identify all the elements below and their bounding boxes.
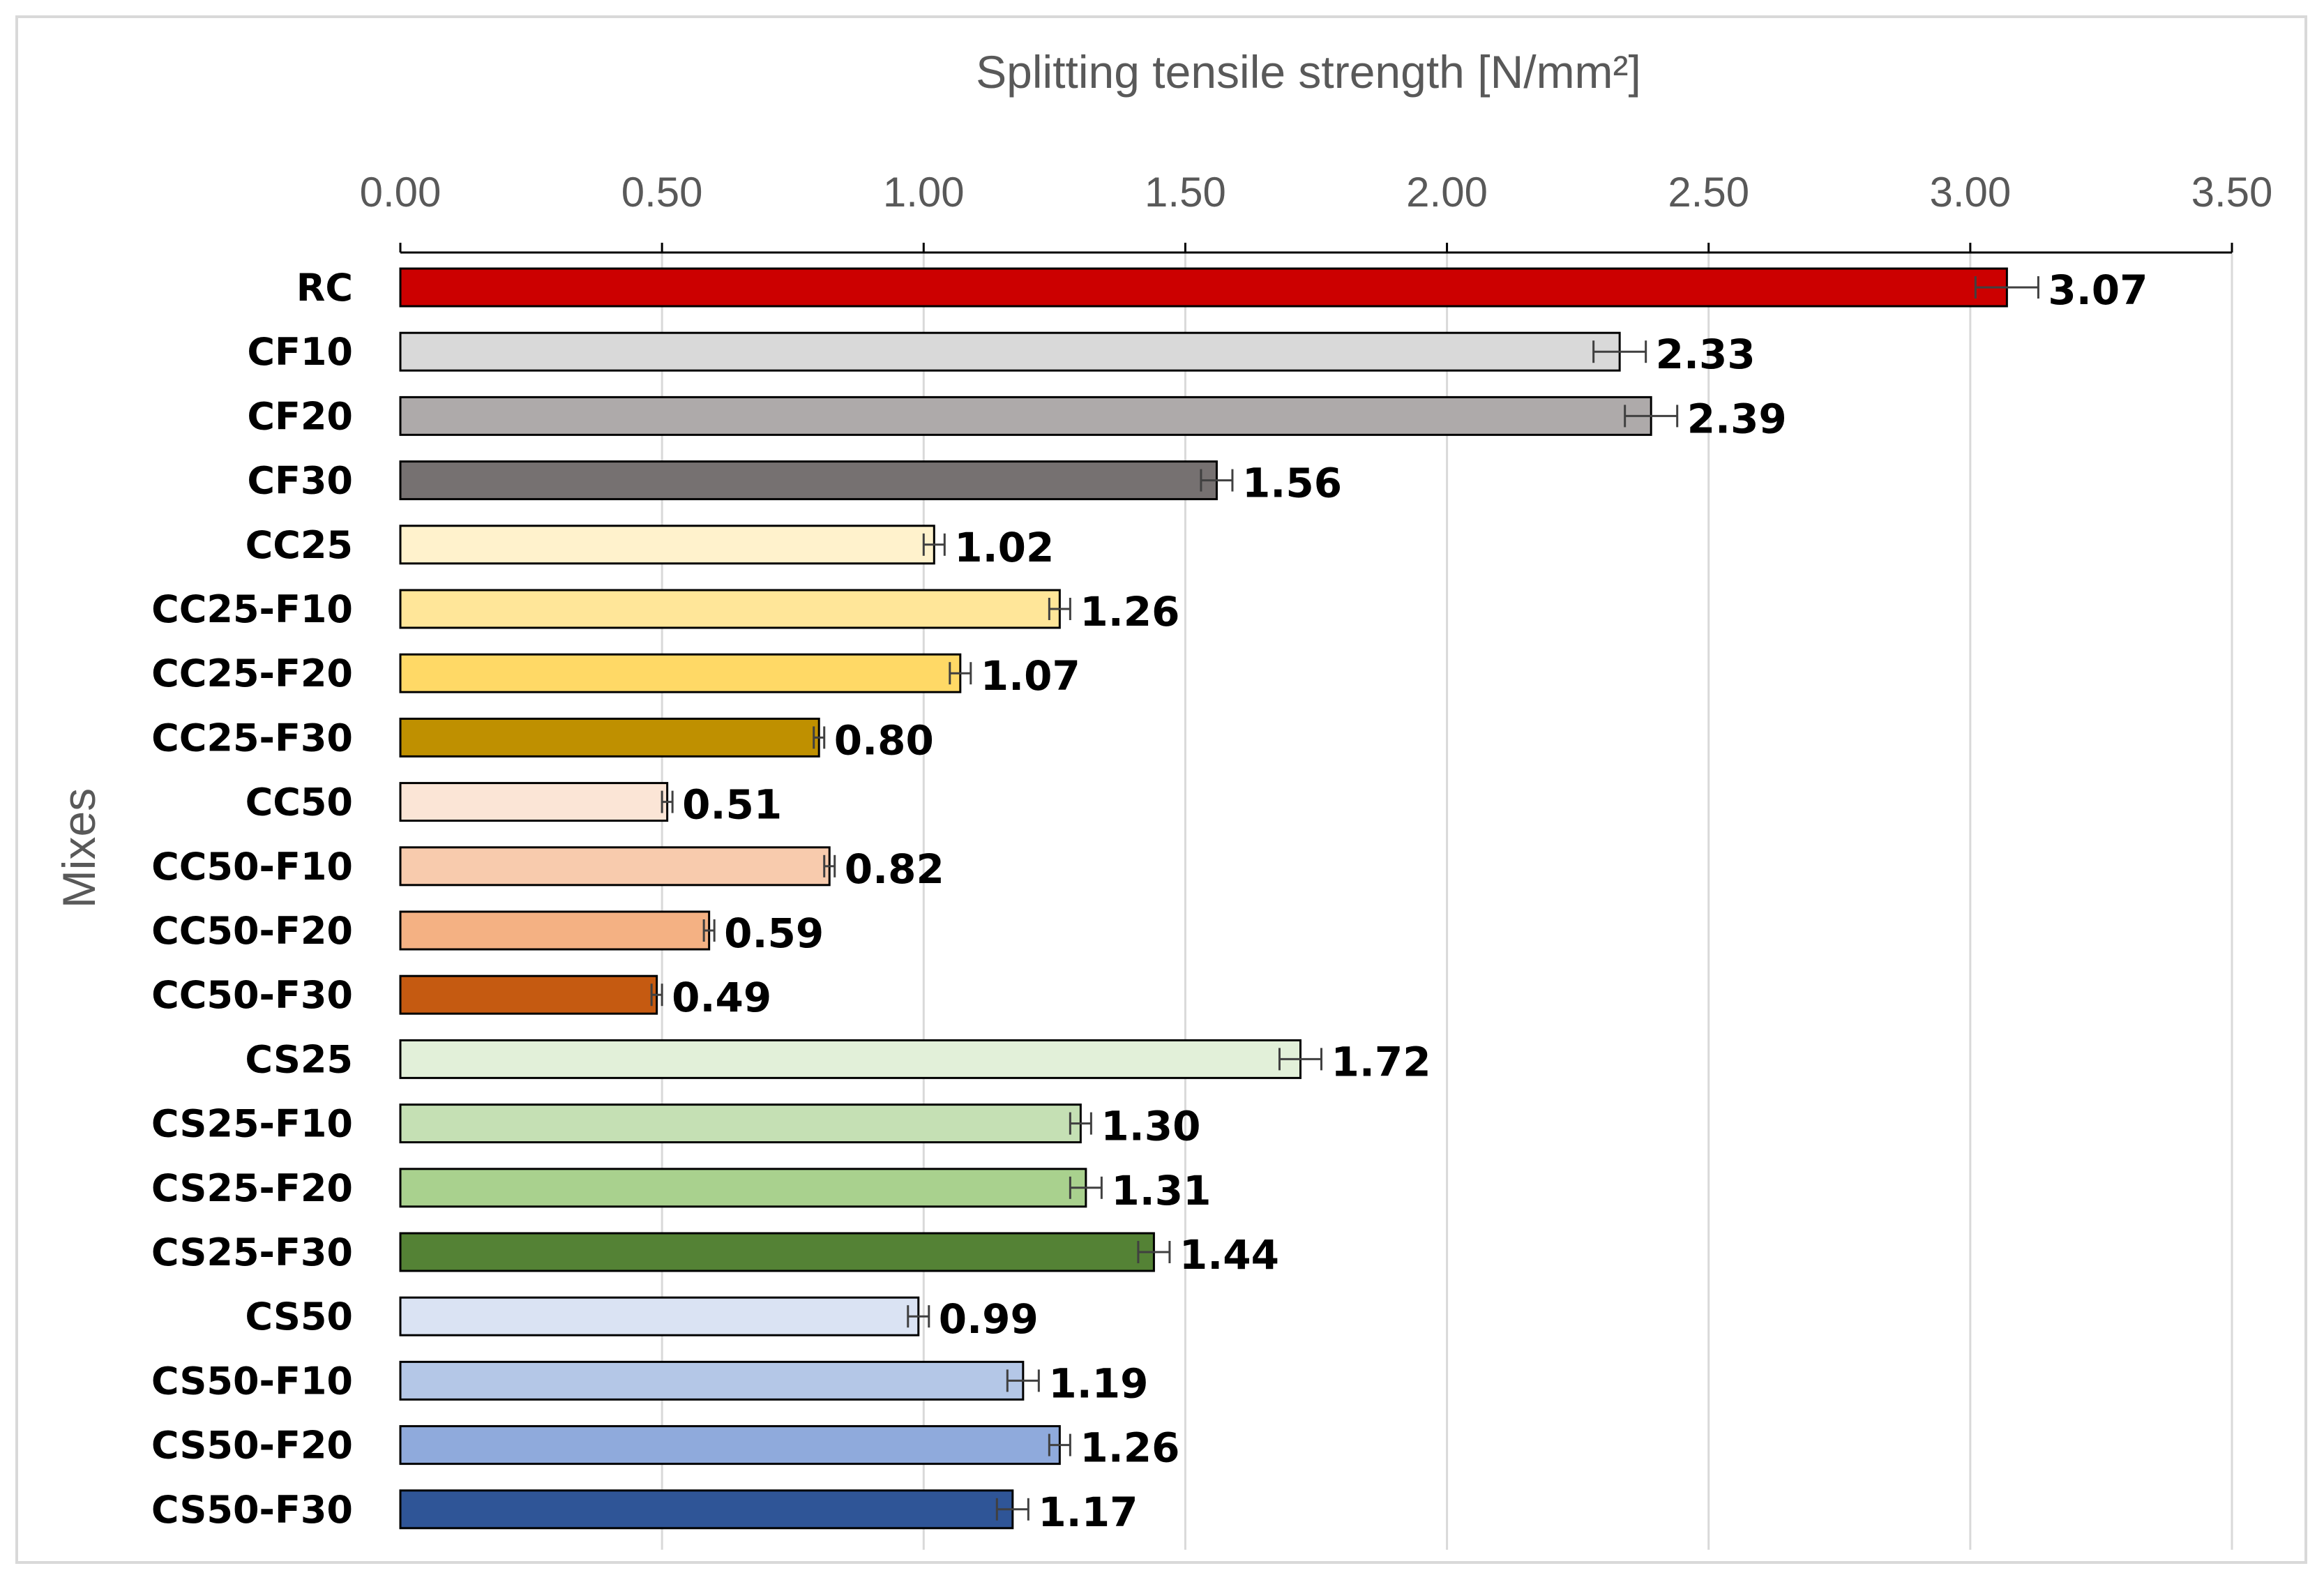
error-bar (1624, 405, 1679, 428)
value-label: 0.80 (834, 716, 934, 764)
error-bars (650, 276, 2039, 1521)
value-label: 1.26 (1080, 588, 1179, 635)
error-bar (1048, 598, 1071, 620)
value-label: 1.31 (1111, 1167, 1211, 1214)
x-tick-label: 1.50 (1145, 169, 1226, 216)
value-label: 0.49 (672, 974, 771, 1021)
value-label: 1.26 (1080, 1424, 1179, 1472)
x-tick-label: 2.00 (1406, 169, 1488, 216)
category-label: CC25-F30 (151, 716, 353, 760)
category-label: CF30 (247, 459, 353, 503)
error-bar (1048, 1433, 1071, 1456)
value-label: 1.44 (1179, 1231, 1279, 1279)
x-axis-ticks: 0.00 0.50 1.00 1.50 2.00 2.50 3.00 3.50 (360, 169, 2273, 253)
value-label: 1.72 (1331, 1038, 1431, 1085)
bar (399, 460, 1218, 501)
x-tick-label: 2.50 (1668, 169, 1749, 216)
bar (399, 1232, 1155, 1272)
error-bar (813, 726, 826, 749)
y-axis-title: Mixes (53, 788, 105, 908)
bar (399, 1296, 920, 1336)
value-label: 1.56 (1242, 460, 1342, 507)
value-label: 1.17 (1038, 1489, 1138, 1536)
value-label: 1.02 (954, 524, 1054, 571)
category-label: CS25 (245, 1037, 353, 1081)
error-bar (907, 1305, 930, 1328)
bar (399, 1425, 1061, 1466)
category-label: CF10 (247, 330, 353, 374)
category-label: CC50-F30 (151, 973, 353, 1017)
error-bar (1006, 1369, 1040, 1392)
category-label: CC50-F10 (151, 845, 353, 889)
error-bar (1137, 1241, 1171, 1263)
error-bar (1592, 340, 1647, 363)
category-label: CF20 (247, 394, 353, 438)
category-label: CS50-F10 (151, 1359, 353, 1403)
error-bar (949, 662, 972, 685)
x-tick-label: 3.00 (1929, 169, 2011, 216)
error-bar (995, 1498, 1029, 1521)
bar-chart: Splitting tensile strength [N/mm²] Mixes… (53, 46, 2273, 1550)
error-bar (922, 533, 946, 556)
value-label: 1.07 (981, 652, 1080, 700)
bar (399, 331, 1621, 372)
category-label: CS25-F10 (151, 1102, 353, 1146)
error-bar (650, 984, 663, 1007)
category-label: CS25-F30 (151, 1230, 353, 1274)
bar (399, 910, 711, 951)
bar (399, 589, 1061, 629)
value-labels: 3.072.332.391.561.021.261.070.800.510.82… (672, 266, 2148, 1536)
value-label: 0.51 (682, 781, 782, 829)
x-axis-title: Splitting tensile strength [N/mm²] (976, 46, 1641, 98)
category-label: CS50 (245, 1295, 353, 1339)
error-bar (702, 919, 716, 942)
value-label: 0.99 (939, 1295, 1039, 1343)
category-label: CS50-F20 (151, 1424, 353, 1468)
error-bar (1069, 1176, 1103, 1199)
value-label: 1.19 (1048, 1359, 1148, 1407)
value-label: 2.39 (1687, 395, 1787, 442)
bar (399, 974, 658, 1015)
error-bar (1069, 1112, 1092, 1135)
bar (399, 846, 831, 887)
bar (399, 1103, 1082, 1144)
x-tick-label: 0.50 (621, 169, 703, 216)
bars (399, 267, 2008, 1530)
error-bar (1974, 276, 2039, 299)
error-bar (1200, 469, 1234, 492)
category-label: CC50-F20 (151, 909, 353, 953)
bar (399, 1168, 1087, 1208)
bar (399, 653, 962, 693)
category-label: CC50 (246, 781, 353, 824)
error-bar (823, 854, 836, 877)
bar (399, 396, 1652, 436)
bar (399, 1489, 1014, 1530)
chart-frame: Splitting tensile strength [N/mm²] Mixes… (15, 15, 2307, 1564)
category-label: RC (296, 266, 353, 310)
bar (399, 717, 820, 758)
category-label: CC25 (246, 523, 353, 567)
value-label: 0.82 (845, 845, 944, 893)
bar (399, 525, 935, 565)
bar (399, 267, 2008, 308)
x-tick-label: 0.00 (360, 169, 442, 216)
x-tick-label: 3.50 (2191, 169, 2273, 216)
value-label: 2.33 (1656, 331, 1756, 378)
error-bar (661, 790, 674, 813)
bar (399, 1039, 1301, 1079)
category-label: CC25-F20 (151, 651, 353, 695)
category-label: CS50-F30 (151, 1488, 353, 1532)
gridlines (661, 253, 2233, 1550)
bar (399, 782, 669, 822)
category-labels: RC CF10 CF20 CF30 CC25 CC25-F10 CC25-F20 CC25-F… (151, 266, 353, 1532)
value-label: 1.30 (1101, 1103, 1200, 1150)
x-tick-label: 1.00 (883, 169, 965, 216)
value-label: 3.07 (2048, 266, 2148, 314)
bar (399, 1360, 1025, 1401)
category-label: CC25-F10 (151, 587, 353, 631)
value-label: 0.59 (724, 910, 824, 957)
error-bar (1278, 1048, 1323, 1071)
category-label: CS25-F20 (151, 1166, 353, 1210)
